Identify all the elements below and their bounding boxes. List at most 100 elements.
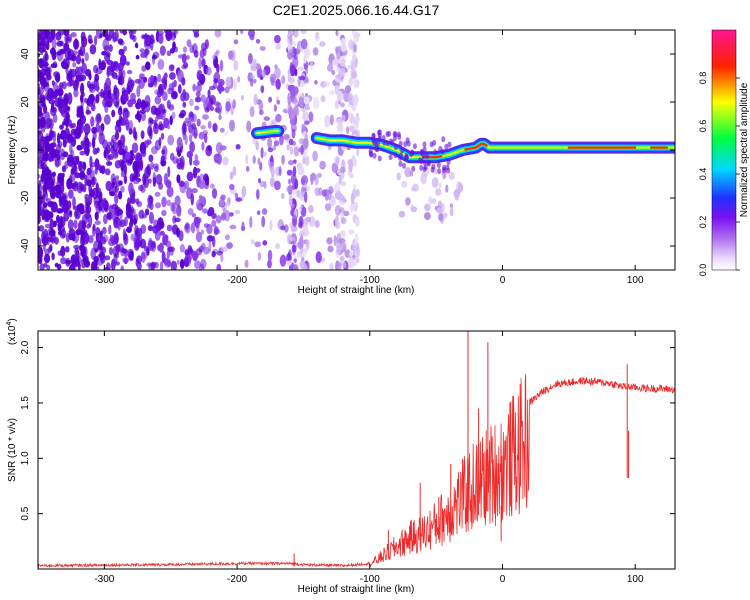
noise-blob	[183, 92, 190, 101]
noise-blob	[280, 193, 285, 199]
noise-blob	[88, 184, 93, 193]
noise-blob	[154, 139, 162, 151]
noise-blob	[44, 248, 50, 256]
noise-blob	[74, 38, 79, 50]
noise-blob	[334, 190, 342, 200]
noise-blob	[355, 188, 360, 197]
ridge-halo	[382, 139, 387, 146]
noise-blob	[126, 197, 131, 208]
noise-blob	[438, 213, 444, 221]
noise-blob	[73, 219, 78, 230]
noise-blob	[288, 48, 294, 58]
noise-blob	[183, 62, 189, 69]
ridge-halo	[436, 162, 441, 169]
noise-blob	[353, 32, 360, 43]
noise-blob	[287, 252, 291, 261]
noise-blob	[120, 265, 124, 270]
noise-blob	[185, 222, 190, 230]
noise-blob	[59, 99, 66, 104]
noise-blob	[162, 234, 169, 242]
noise-blob	[176, 259, 180, 265]
ridge-halo	[412, 143, 417, 150]
ridge-halo	[441, 136, 446, 143]
noise-blob	[349, 251, 353, 258]
noise-blob	[145, 62, 150, 70]
noise-blob	[68, 175, 73, 186]
noise-blob	[198, 180, 206, 190]
noise-blob	[346, 126, 350, 135]
noise-blob	[274, 69, 279, 77]
noise-blob	[308, 111, 314, 123]
ridge-halo	[411, 165, 416, 172]
noise-blob	[38, 225, 45, 232]
spectrogram-x-label: Height of straight line (km)	[298, 285, 415, 296]
noise-blob	[167, 259, 172, 268]
noise-blob	[207, 89, 211, 99]
ridge-halo	[410, 149, 415, 156]
noise-blob	[175, 30, 179, 35]
noise-blob	[153, 219, 159, 230]
noise-blob	[106, 161, 113, 166]
noise-blob	[74, 247, 79, 256]
noise-blob	[292, 264, 299, 270]
noise-blob	[57, 222, 62, 232]
noise-blob	[312, 47, 319, 56]
noise-blob	[63, 42, 70, 52]
ridge-halo	[423, 159, 427, 166]
noise-blob	[337, 232, 341, 238]
x-tick-label: 0	[500, 574, 506, 585]
noise-blob	[169, 72, 176, 80]
noise-blob	[443, 212, 448, 218]
noise-blob	[260, 147, 264, 159]
noise-blob	[44, 210, 51, 223]
noise-blob	[128, 79, 135, 89]
ridge-halo	[393, 144, 398, 151]
noise-blob	[157, 73, 162, 83]
noise-blob	[113, 84, 118, 96]
noise-blob	[286, 169, 293, 176]
ridge-halo	[427, 160, 431, 167]
noise-blob	[46, 93, 53, 102]
x-tick-label: -200	[227, 574, 247, 585]
noise-blob	[122, 93, 129, 102]
noise-blob	[278, 166, 282, 177]
noise-blob	[314, 80, 318, 85]
noise-blob	[279, 134, 284, 146]
noise-blob	[168, 64, 175, 72]
noise-blob	[65, 246, 70, 253]
noise-blob	[158, 182, 164, 190]
noise-blob	[82, 161, 87, 170]
noise-blob	[255, 188, 260, 200]
ridge-halo	[372, 152, 377, 159]
noise-blob	[252, 58, 257, 68]
noise-blob	[267, 249, 273, 262]
noise-blob	[114, 192, 119, 205]
noise-blob	[119, 208, 123, 220]
noise-blob	[147, 225, 154, 232]
noise-blob	[261, 208, 268, 215]
noise-blob	[81, 62, 87, 75]
noise-blob	[95, 94, 100, 103]
noise-blob	[340, 37, 346, 46]
noise-blob	[213, 225, 219, 236]
x-tick-label: -300	[94, 275, 114, 286]
noise-blob	[312, 96, 320, 110]
noise-blob	[158, 121, 163, 131]
multiplier-base: (x10	[7, 325, 18, 345]
noise-blob	[166, 99, 171, 109]
noise-blob	[161, 196, 167, 208]
noise-blob	[202, 130, 209, 136]
noise-blob	[157, 224, 162, 232]
snr-plot-area	[38, 331, 675, 569]
noise-blob	[118, 190, 123, 200]
noise-blob	[166, 180, 172, 189]
ridge-halo	[387, 130, 392, 137]
noise-blob	[45, 30, 49, 38]
noise-blob	[114, 130, 120, 140]
noise-blob	[113, 150, 119, 159]
noise-blob	[136, 255, 143, 264]
noise-blob	[355, 242, 360, 251]
noise-blob	[220, 254, 224, 263]
noise-blob	[106, 100, 112, 108]
